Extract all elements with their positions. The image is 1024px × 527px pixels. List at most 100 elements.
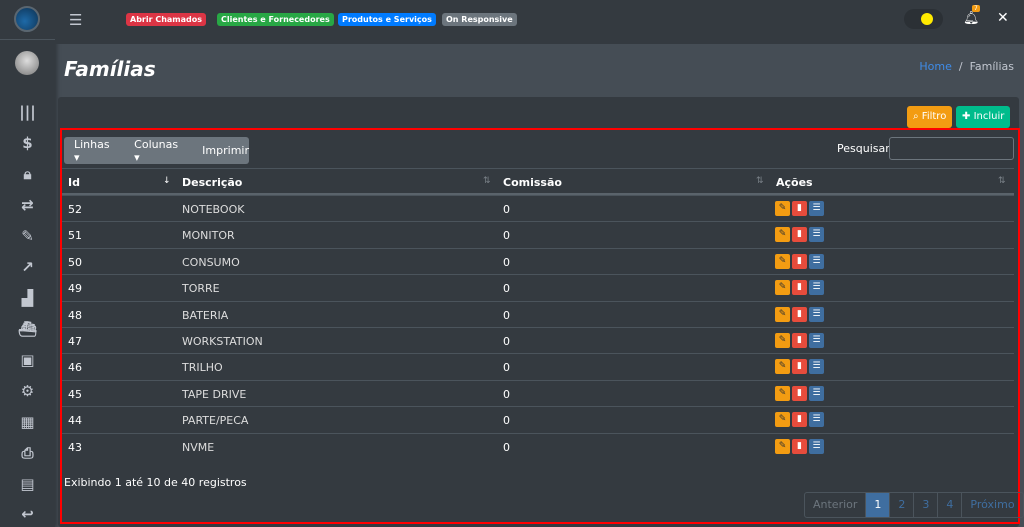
add-button[interactable]: ✚ Incluir [956, 106, 1011, 128]
table-row: 52 NOTEBOOK 0 ✎ ▮ ☰ [62, 195, 1014, 221]
badge-produtos[interactable]: Produtos e Serviços [338, 13, 436, 26]
trash-icon[interactable]: ▮ [792, 201, 807, 216]
cell-id: 52 [68, 203, 82, 216]
prev-button[interactable]: Anterior [813, 498, 858, 511]
list-icon[interactable]: ☰ [809, 201, 824, 216]
edit-icon[interactable]: ✎ [775, 253, 790, 269]
edit-icon[interactable]: ✎ [775, 227, 790, 243]
list-icon[interactable]: ☰ [809, 306, 824, 322]
breadcrumb-current: Famílias [969, 60, 1014, 73]
list-icon[interactable]: ☰ [809, 280, 824, 296]
cell-comissao: 0 [503, 308, 510, 322]
page-2[interactable]: 2 [889, 493, 913, 517]
print-button[interactable]: Imprimir [202, 144, 249, 157]
fullscreen-icon[interactable]: ✕ [997, 10, 1009, 26]
page-3[interactable]: 3 [913, 493, 937, 517]
theme-toggle[interactable] [904, 9, 943, 29]
shopping-bag-icon[interactable]: 🔒︎ [23, 165, 32, 183]
barcode-icon[interactable]: ||| [19, 103, 36, 121]
industry-icon[interactable]: ▟ [21, 289, 34, 307]
row-actions: ✎ ▮ ☰ [775, 412, 824, 428]
handshake-icon[interactable]: ⇄ [21, 196, 34, 214]
trash-icon[interactable]: ▮ [792, 280, 807, 296]
search-label: Pesquisar [837, 142, 890, 155]
cell-comissao: 0 [503, 361, 510, 375]
logo[interactable] [14, 6, 40, 32]
badge-on-responsive[interactable]: On Responsive [442, 13, 517, 26]
divider [62, 193, 1014, 195]
table-row: 51 MONITOR 0 ✎ ▮ ☰ [62, 221, 1014, 247]
cell-descricao: TRILHO [182, 361, 223, 375]
sort-icon[interactable]: ⇅ [756, 176, 764, 186]
topbar: ☰ Abrir Chamados Clientes e Fornecedores… [55, 0, 1024, 44]
list-icon[interactable]: ☰ [809, 227, 824, 243]
badge-clientes[interactable]: Clientes e Fornecedores [217, 13, 334, 26]
print-icon[interactable]: ⎙ [21, 444, 34, 462]
edit-icon[interactable]: ✎ [775, 385, 790, 401]
edit-icon[interactable]: ✎ [775, 306, 790, 322]
row-actions: ✎ ▮ ☰ [775, 253, 824, 269]
trash-icon[interactable]: ▮ [792, 385, 807, 401]
header-id[interactable]: Id [68, 176, 80, 189]
table-icon[interactable]: ▦ [20, 413, 35, 431]
page-1[interactable]: 1 [865, 493, 890, 517]
cell-descricao: TORRE [182, 282, 220, 296]
trash-icon[interactable]: ▮ [792, 306, 807, 322]
list-icon[interactable]: ☰ [809, 385, 824, 401]
list-icon[interactable]: ☰ [809, 412, 824, 428]
row-actions: ✎ ▮ ☰ [775, 227, 824, 243]
avatar[interactable] [15, 51, 39, 75]
edit-icon[interactable]: ✎ [775, 359, 790, 375]
edit-icon[interactable]: ✎ [775, 201, 790, 216]
menu-icon[interactable]: ☰ [69, 11, 83, 29]
bell-icon[interactable]: 🔔︎ [963, 11, 980, 26]
page-title: Famílias [64, 57, 156, 81]
box-icon[interactable]: ▣ [20, 351, 35, 369]
list-icon[interactable]: ☰ [809, 438, 824, 454]
breadcrumb-home[interactable]: Home [919, 60, 952, 73]
trash-icon[interactable]: ▮ [792, 359, 807, 375]
list-icon[interactable]: ☰ [809, 253, 824, 269]
edit-icon[interactable]: ✎ [775, 412, 790, 428]
edit-icon[interactable]: ✎ [775, 333, 790, 348]
cell-comissao: 0 [503, 282, 510, 296]
page-4[interactable]: 4 [937, 493, 961, 517]
edit-icon[interactable]: ✎ [21, 227, 34, 245]
breadcrumb: Home / Famílias [919, 60, 1014, 73]
list-icon[interactable]: ☰ [809, 359, 824, 375]
cell-descricao: BATERIA [182, 308, 229, 322]
cell-id: 44 [68, 414, 82, 428]
cell-comissao: 0 [503, 255, 510, 269]
plus-icon: ✚ [962, 111, 971, 122]
trash-icon[interactable]: ▮ [792, 253, 807, 269]
sort-icon[interactable]: ⇅ [483, 176, 491, 186]
add-label: Incluir [973, 111, 1005, 122]
chart-line-icon[interactable]: ↗ [21, 258, 34, 276]
sort-desc-icon[interactable]: ↓ [163, 176, 171, 186]
header-acoes: Ações [776, 176, 813, 189]
trash-icon[interactable]: ▮ [792, 227, 807, 243]
dollar-icon[interactable]: $ [22, 134, 33, 152]
edit-icon[interactable]: ✎ [775, 438, 790, 454]
filter-button[interactable]: ⌕ Filtro [907, 106, 953, 128]
list-icon[interactable]: ☰ [809, 333, 824, 348]
row-actions: ✎ ▮ ☰ [775, 280, 824, 296]
cell-id: 48 [68, 308, 82, 322]
trash-icon[interactable]: ▮ [792, 333, 807, 348]
trash-icon[interactable]: ▮ [792, 412, 807, 428]
file-icon[interactable]: ▤ [20, 475, 35, 493]
header-descricao[interactable]: Descrição [182, 176, 243, 189]
cogs-icon[interactable]: ⚙ [20, 382, 35, 400]
lines-dropdown[interactable]: Linhas ▾ [74, 137, 110, 164]
badge-abrir-chamados[interactable]: Abrir Chamados [126, 13, 207, 26]
cell-descricao: NVME [182, 440, 215, 454]
undo-icon[interactable]: ↩ [21, 505, 34, 523]
columns-dropdown[interactable]: Colunas ▾ [134, 137, 179, 164]
next-button[interactable]: Próximo [961, 493, 1022, 517]
edit-icon[interactable]: ✎ [775, 280, 790, 296]
trash-icon[interactable]: ▮ [792, 438, 807, 454]
ship-icon[interactable]: ⛴ [17, 320, 38, 338]
sort-icon[interactable]: ⇅ [998, 176, 1006, 186]
header-comissao[interactable]: Comissão [503, 176, 562, 189]
search-input[interactable] [889, 137, 1014, 160]
